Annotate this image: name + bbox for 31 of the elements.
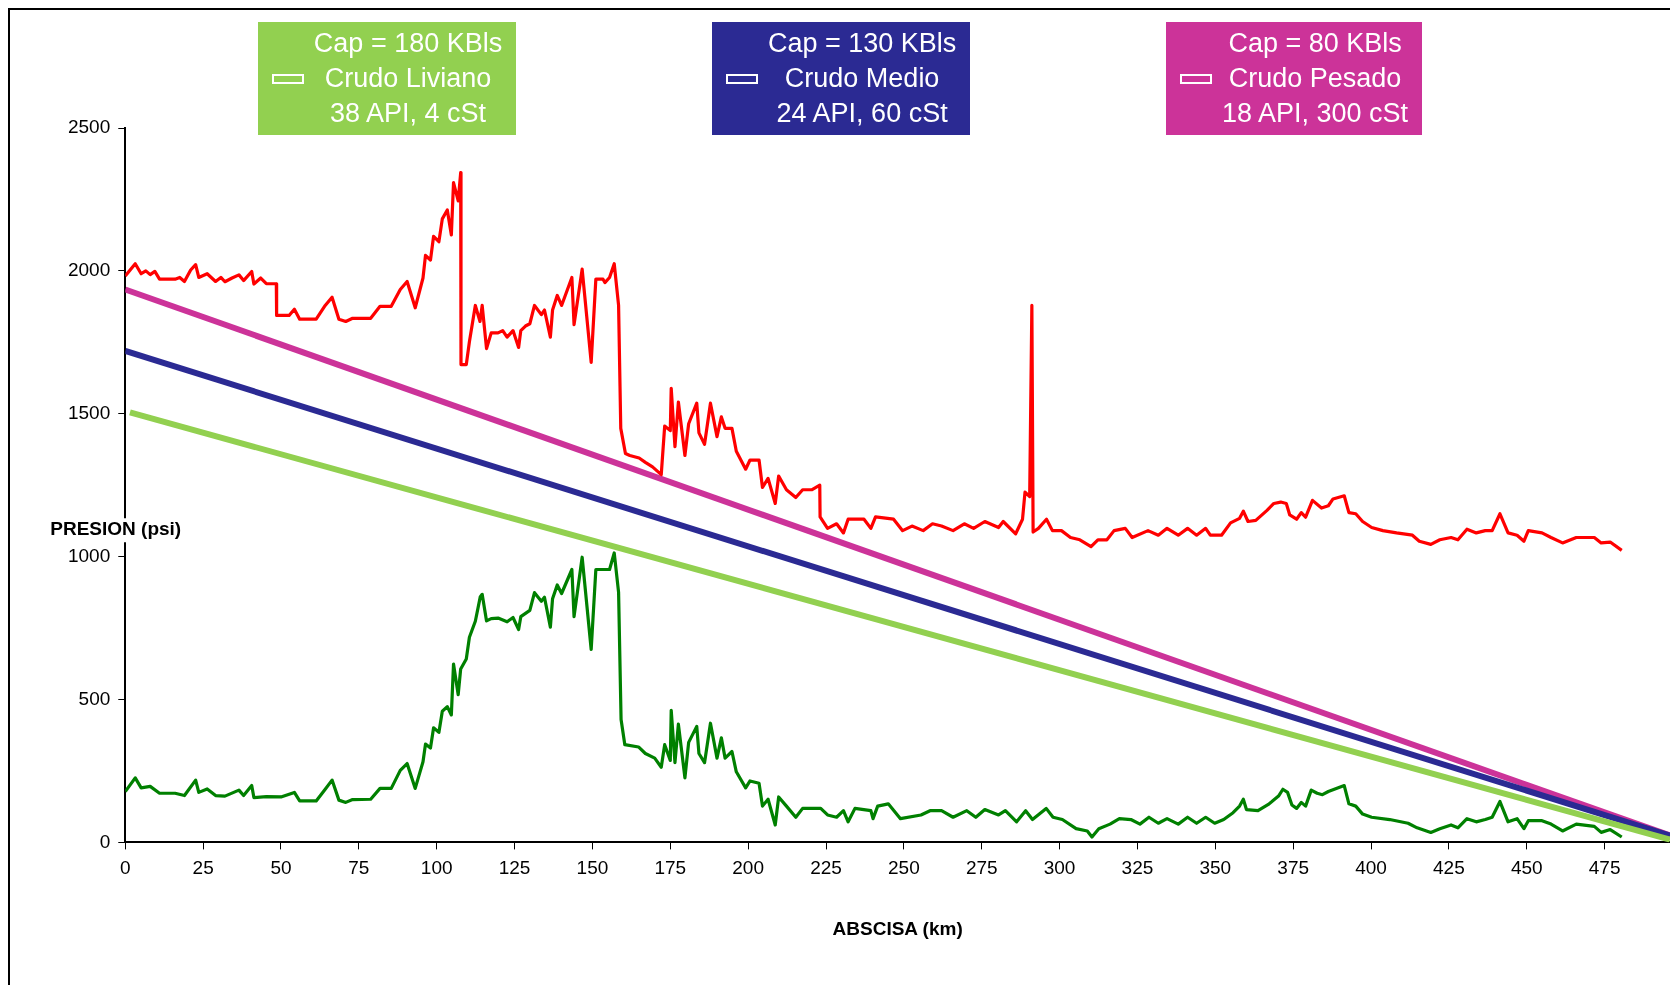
y-tick-label: 1500 [67, 401, 111, 423]
x-axis-title: ABSCISA (km) [832, 917, 963, 939]
x-tick-label: 350 [1199, 857, 1232, 879]
x-tick-label: 300 [1043, 857, 1076, 879]
y-tick-label: 2500 [67, 116, 111, 138]
x-tick-label: 475 [1588, 857, 1621, 879]
x-tick-label: 375 [1277, 857, 1310, 879]
x-tick-label: 250 [888, 857, 920, 879]
x-tick-label: 125 [498, 857, 531, 879]
y-tick-label: 1000 [67, 544, 111, 566]
x-tick-label: 200 [732, 857, 764, 879]
legend-label: Cap = 130 KBls Crudo Medio 24 API, 60 cSt [767, 27, 957, 130]
x-tick-label: 450 [1510, 857, 1543, 879]
y-axis-title: PRESION (psi) [50, 518, 182, 540]
y-tick-label: 500 [78, 687, 111, 709]
x-tick-label: 100 [420, 857, 453, 879]
x-tick-label: 400 [1355, 857, 1387, 879]
x-tick-label: 225 [810, 857, 842, 879]
x-tick-label: 25 [192, 857, 214, 879]
x-tick-label: 0 [119, 857, 131, 879]
x-tick-label: 425 [1433, 857, 1465, 879]
legend-label: Cap = 80 KBls Crudo Pesado 18 API, 300 cSt [1222, 27, 1409, 130]
x-tick-label: 50 [270, 857, 292, 879]
x-tick-label: 175 [654, 857, 687, 879]
y-tick-label: 0 [99, 830, 111, 852]
x-tick-label: 75 [348, 857, 370, 879]
legend-label: Cap = 180 KBls Crudo Liviano 38 API, 4 cSt [313, 27, 503, 130]
x-tick-label: 325 [1121, 857, 1154, 879]
y-tick-label: 2000 [67, 259, 111, 281]
x-tick-label: 150 [576, 857, 609, 879]
x-tick-label: 275 [965, 857, 998, 879]
